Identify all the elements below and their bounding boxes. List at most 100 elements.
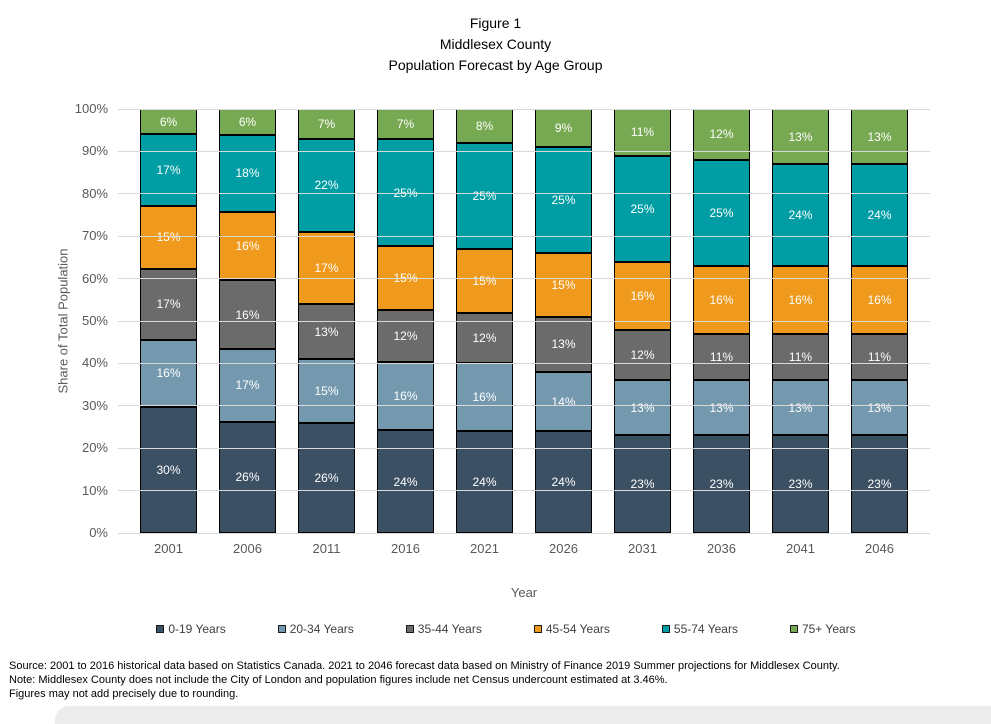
segment-value-label: 23% xyxy=(709,477,734,492)
bar-segment-75+-years: 12% xyxy=(693,109,750,160)
bar-2001: 30% 16% 17% 15% 17% 6% xyxy=(140,109,197,533)
bar-segment-55-74-years: 25% xyxy=(456,142,513,249)
x-tick-label: 2036 xyxy=(707,541,736,556)
bar-segment-0-19-years: 26% xyxy=(298,422,355,533)
bars-row: 30% 16% 17% 15% 17% 6% 26% 17% 16% 16% 18% 6% 26% 15%… xyxy=(118,109,930,533)
segment-value-label: 17% xyxy=(156,297,181,312)
y-tick-label: 20% xyxy=(81,440,108,456)
bar-segment-20-34-years: 16% xyxy=(140,339,197,408)
bar-segment-45-54-years: 15% xyxy=(456,248,513,313)
bar-segment-75+-years: 11% xyxy=(614,109,671,156)
y-tick-label: 90% xyxy=(81,143,108,159)
segment-value-label: 24% xyxy=(551,475,576,490)
bar-segment-20-34-years: 15% xyxy=(298,359,355,423)
segment-value-label: 16% xyxy=(156,366,181,381)
segment-value-label: 15% xyxy=(551,277,576,292)
segment-value-label: 25% xyxy=(551,193,576,208)
segment-value-label: 25% xyxy=(472,188,497,203)
gridline xyxy=(118,532,930,534)
segment-value-label: 14% xyxy=(551,394,576,409)
segment-value-label: 15% xyxy=(472,273,497,288)
legend-label: 45-54 Years xyxy=(545,622,610,636)
segment-value-label: 12% xyxy=(630,347,655,362)
segment-value-label: 22% xyxy=(314,178,339,193)
bar-segment-20-34-years: 17% xyxy=(219,348,276,422)
legend: 0-19 Years 20-34 Years 35-44 Years 45-54 Ye… xyxy=(100,622,912,636)
segment-value-label: 16% xyxy=(630,288,655,303)
bar-segment-45-54-years: 16% xyxy=(772,265,829,334)
bar-segment-55-74-years: 25% xyxy=(693,159,750,266)
segment-value-label: 16% xyxy=(709,292,734,307)
bar-2041: 23% 13% 11% 16% 24% 13% xyxy=(772,109,829,533)
segment-value-label: 13% xyxy=(867,129,892,144)
bar-segment-55-74-years: 18% xyxy=(219,134,276,212)
segment-value-label: 26% xyxy=(235,470,260,485)
segment-value-label: 13% xyxy=(788,400,813,415)
gridline xyxy=(118,235,930,237)
chart-title: Figure 1 Middlesex County Population For… xyxy=(0,13,991,76)
bar-segment-45-54-years: 16% xyxy=(851,265,908,334)
segment-value-label: 17% xyxy=(314,261,339,276)
segment-value-label: 12% xyxy=(472,330,497,345)
bar-segment-35-44-years: 11% xyxy=(851,333,908,381)
gridline xyxy=(118,447,930,449)
segment-value-label: 24% xyxy=(788,208,813,223)
y-tick-label: 30% xyxy=(81,397,108,413)
legend-label: 35-44 Years xyxy=(417,622,482,636)
segment-value-label: 17% xyxy=(156,162,181,177)
y-tick-label: 40% xyxy=(81,355,108,371)
segment-value-label: 26% xyxy=(314,470,339,485)
bar-segment-75+-years: 6% xyxy=(219,109,276,135)
legend-swatch xyxy=(789,625,798,633)
segment-value-label: 13% xyxy=(788,129,813,144)
bar-segment-0-19-years: 24% xyxy=(456,431,513,533)
x-tick-label: 2006 xyxy=(233,541,262,556)
x-tick-label: 2016 xyxy=(391,541,420,556)
bar-2006: 26% 17% 16% 16% 18% 6% xyxy=(219,109,276,533)
bar-segment-35-44-years: 13% xyxy=(298,304,355,360)
gridline xyxy=(118,193,930,195)
segment-value-label: 13% xyxy=(709,400,734,415)
segment-value-label: 25% xyxy=(393,186,417,200)
bar-2046: 23% 13% 11% 16% 24% 13% xyxy=(851,109,908,533)
bar-segment-35-44-years: 17% xyxy=(140,268,197,340)
y-tick-label: 80% xyxy=(81,185,108,201)
segment-value-label: 18% xyxy=(235,166,260,181)
bar-segment-75+-years: 9% xyxy=(535,109,592,148)
bar-segment-0-19-years: 26% xyxy=(219,421,276,533)
chart-title-line1: Figure 1 xyxy=(469,15,522,31)
segment-value-label: 7% xyxy=(317,116,336,131)
segment-value-label: 13% xyxy=(314,324,339,339)
segment-value-label: 16% xyxy=(867,292,892,307)
legend-item-75+-years: 75+ Years xyxy=(789,622,856,636)
segment-value-label: 17% xyxy=(235,378,260,393)
legend-swatch xyxy=(661,625,670,633)
segment-value-label: 15% xyxy=(314,383,339,398)
segment-value-label: 9% xyxy=(554,121,573,136)
y-tick-label: 100% xyxy=(74,101,108,116)
segment-value-label: 24% xyxy=(472,475,497,490)
y-tick-label: 70% xyxy=(81,228,108,244)
bar-segment-55-74-years: 22% xyxy=(298,138,355,232)
y-tick-label: 50% xyxy=(81,313,108,328)
legend-swatch xyxy=(156,625,165,633)
legend-label: 55-74 Years xyxy=(673,622,738,636)
bar-segment-45-54-years: 15% xyxy=(535,253,592,317)
bar-segment-35-44-years: 12% xyxy=(614,329,671,381)
x-tick-label: 2041 xyxy=(786,541,815,556)
plot-area: 30% 16% 17% 15% 17% 6% 26% 17% 16% 16% 18% 6% 26% 15%… xyxy=(118,108,930,534)
bar-segment-20-34-years: 13% xyxy=(614,380,671,436)
segment-value-label: 25% xyxy=(709,205,734,220)
bar-segment-0-19-years: 23% xyxy=(614,435,671,533)
segment-value-label: 8% xyxy=(475,119,494,133)
legend-label: 75+ Years xyxy=(801,622,856,636)
segment-value-label: 30% xyxy=(156,463,181,478)
legend-item-20-34-years: 20-34 Years xyxy=(277,622,354,636)
legend-item-45-54-years: 45-54 Years xyxy=(533,622,610,636)
bar-segment-0-19-years: 23% xyxy=(693,435,750,533)
segment-value-label: 24% xyxy=(867,208,892,223)
bar-segment-35-44-years: 16% xyxy=(219,280,276,349)
bar-segment-55-74-years: 24% xyxy=(851,164,908,266)
y-axis-tick-labels: 0% 10% 20% 30% 40% 50% 60% 70% 80% 90% 100% xyxy=(0,101,108,540)
legend-swatch xyxy=(533,625,542,633)
